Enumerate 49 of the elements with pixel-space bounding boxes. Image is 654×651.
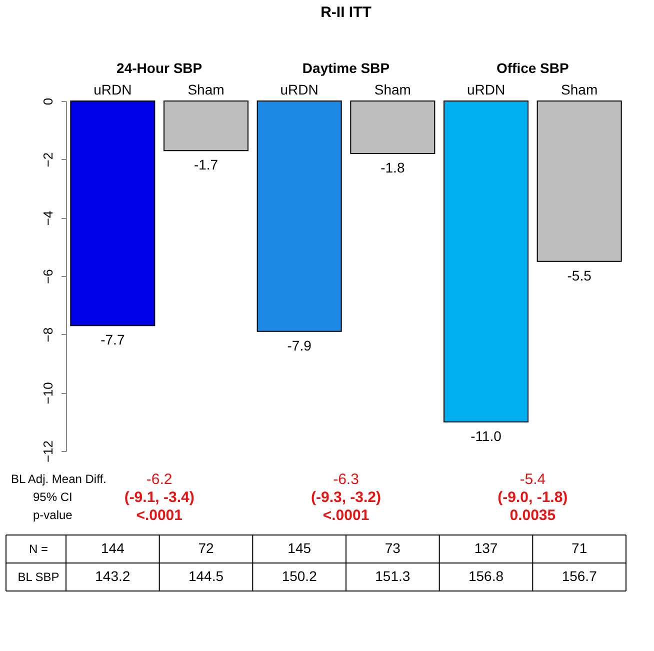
text: 156.8 <box>468 568 504 584</box>
text: N = <box>28 542 48 556</box>
text: 71 <box>572 540 588 556</box>
text: <.0001 <box>136 507 182 524</box>
x-tick-label: uRDN <box>466 82 506 98</box>
y-tick-label: −2 <box>40 152 56 168</box>
text: 73 <box>384 540 401 556</box>
text: BL Adj. Mean Diff. <box>11 472 106 486</box>
x-tick-label: Sham <box>374 82 411 98</box>
text: 144.5 <box>188 568 224 584</box>
text: Daytime SBP <box>302 60 390 76</box>
y-tick-label: −6 <box>40 269 56 284</box>
x-tick-label: Sham <box>561 82 598 98</box>
data-label: -11.0 <box>470 428 502 444</box>
text: -5.4 <box>520 471 546 488</box>
y-tick-label: −12 <box>40 440 56 463</box>
text: <.0001 <box>322 507 370 524</box>
text: (-9.3, -3.2) <box>310 489 382 506</box>
y-tick-label: −10 <box>40 382 56 404</box>
x-tick-label: uRDN <box>280 82 318 98</box>
text: 95% CI <box>33 490 72 504</box>
text: 145 <box>288 540 312 556</box>
text: 151.3 <box>375 568 410 584</box>
text: 24-Hour SBP <box>116 60 202 76</box>
text: (-9.1, -3.4) <box>124 489 194 506</box>
text: -6.2 <box>146 471 172 488</box>
data-label: -7.7 <box>100 332 125 348</box>
text: 0.0035 <box>510 507 556 524</box>
text: 150.2 <box>282 568 318 584</box>
text: (-9.0, -1.8) <box>498 489 568 506</box>
text: 137 <box>474 540 498 556</box>
text: BL SBP <box>18 570 60 584</box>
x-tick-label: Sham <box>188 82 224 98</box>
x-tick-label: uRDN <box>94 82 132 98</box>
text: 72 <box>198 540 214 556</box>
text: 144 <box>100 540 125 556</box>
text: p-value <box>33 508 73 522</box>
text: 156.7 <box>562 568 598 584</box>
text: 143.2 <box>95 568 130 584</box>
text: Office SBP <box>496 60 569 76</box>
y-tick-label: −8 <box>40 327 56 342</box>
data-label: -5.5 <box>567 267 592 284</box>
data-label: -1.7 <box>194 156 218 173</box>
text: -6.3 <box>333 471 359 488</box>
y-tick-label: 0 <box>40 98 56 106</box>
chart-title: R-II ITT <box>320 4 372 21</box>
y-tick-label: −4 <box>40 210 56 226</box>
data-label: -7.9 <box>287 337 312 354</box>
data-label: -1.8 <box>380 160 405 176</box>
